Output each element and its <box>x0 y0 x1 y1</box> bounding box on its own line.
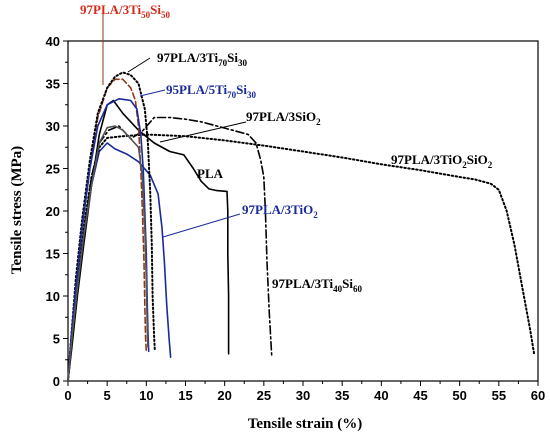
pointer-ti70si30 <box>128 58 150 72</box>
x-tick-label: 35 <box>335 388 349 403</box>
y-tick-label: 10 <box>46 289 60 304</box>
pointer-5ti70si30 <box>140 90 165 96</box>
x-tick-label: 30 <box>296 388 310 403</box>
annotation-ti50si50: 97PLA/3Ti50Si50 <box>80 2 171 20</box>
y-tick-label: 35 <box>46 77 60 92</box>
series-line-pla-ti70si30 <box>68 72 155 381</box>
x-tick-label: 50 <box>452 388 466 403</box>
x-axis-ticks: 0 5 10 15 20 25 30 35 40 45 50 55 60 <box>64 381 545 403</box>
annotation-5ti70si30: 95PLA/5Ti70Si30 <box>166 82 257 100</box>
y-tick-label: 20 <box>46 204 60 219</box>
x-tick-label: 15 <box>178 388 192 403</box>
x-axis-label: Tensile strain (%) <box>248 416 362 432</box>
x-tick-label: 60 <box>531 388 545 403</box>
x-tick-label: 20 <box>217 388 231 403</box>
y-tick-label: 15 <box>46 247 60 262</box>
x-tick-label: 55 <box>492 388 506 403</box>
y-tick-label: 30 <box>46 119 60 134</box>
x-tick-label: 40 <box>374 388 388 403</box>
x-tick-label: 0 <box>64 388 71 403</box>
annotation-tio2: 97PLA/3TiO2 <box>242 202 318 220</box>
y-axis-ticks: 0 5 10 15 20 25 30 35 40 <box>46 34 68 389</box>
annotation-ti40si60: 97PLA/3Ti40Si60 <box>272 276 363 294</box>
y-tick-label: 5 <box>53 332 60 347</box>
y-tick-label: 25 <box>46 162 60 177</box>
x-tick-label: 25 <box>257 388 271 403</box>
y-axis-label: Tensile stress (MPa) <box>9 146 25 274</box>
y-tick-label: 40 <box>46 34 60 49</box>
series-line-pla-ti70si30-5 <box>68 99 149 381</box>
series-line-pla-ti50si50 <box>68 79 146 381</box>
y-tick-label: 0 <box>53 374 60 389</box>
x-tick-label: 45 <box>413 388 427 403</box>
x-tick-label: 10 <box>139 388 153 403</box>
series-line-pla-tio2sio2 <box>68 135 534 382</box>
annotation-pla: PLA <box>197 166 224 181</box>
annotation-sio2: 97PLA/3SiO2 <box>246 109 321 127</box>
x-tick-label: 5 <box>104 388 111 403</box>
annotation-pointers <box>103 14 246 237</box>
annotation-ti70si30: 97PLA/3Ti70Si30 <box>157 50 248 68</box>
